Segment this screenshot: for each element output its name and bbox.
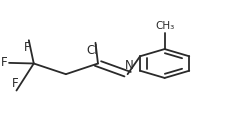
Text: Cl: Cl: [86, 44, 98, 57]
Text: F: F: [24, 41, 31, 54]
Text: F: F: [12, 77, 18, 90]
Text: N: N: [125, 59, 133, 72]
Text: F: F: [1, 56, 8, 69]
Text: CH₃: CH₃: [154, 21, 174, 31]
